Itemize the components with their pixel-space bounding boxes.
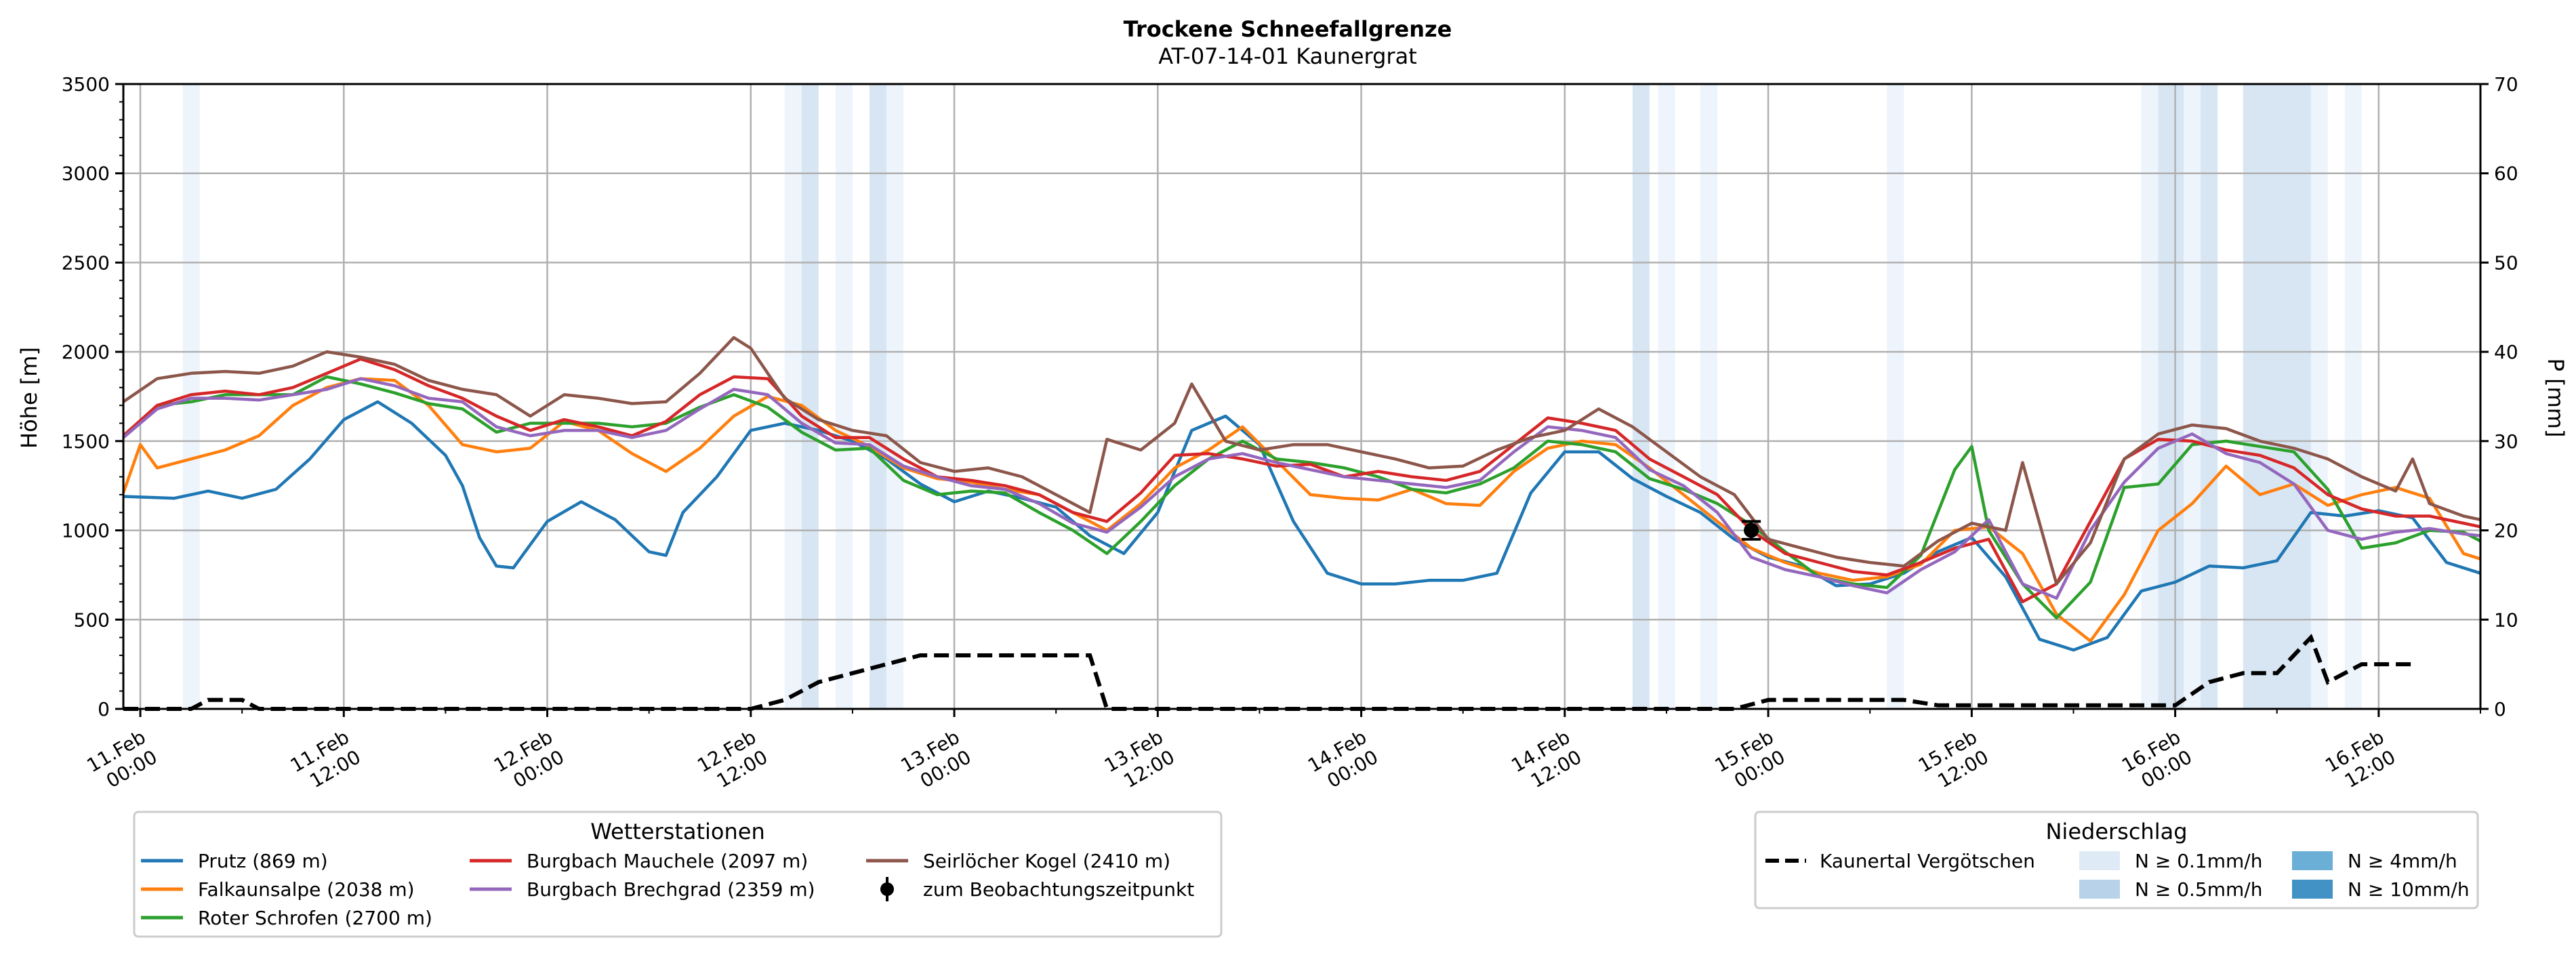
plot-frame [122,83,2482,710]
legend-precip-swatch [2292,880,2333,899]
stations-legend [133,811,1223,938]
legend-precip-label: N ≥ 10mm/h [2348,878,2470,901]
precip-band [1887,84,1904,709]
legend-label: Roter Schrofen (2700 m) [198,907,432,929]
series-line [122,335,2481,586]
legend-precip-label: N ≥ 0.5mm/h [2135,878,2262,901]
precip-band [2243,84,2311,709]
legend-precip-label: N ≥ 4mm/h [2348,850,2457,872]
y-right-tick-label: 40 [2494,341,2518,363]
kaunertal-precip-line [123,634,2413,711]
y-tick-label: 500 [74,609,110,631]
legend-kaunertal-label: Kaunertal Vergötschen [1820,850,2035,872]
precip-band [869,84,886,709]
legend-label: Seirlöcher Kogel (2410 m) [923,850,1170,872]
y-right-tick-label: 10 [2494,609,2518,631]
y-axis-label-right: P [mm] [2543,359,2569,438]
chart-subtitle: AT-07-14-01 Kaunergrat [1158,43,1416,69]
y-tick-label: 2000 [62,341,110,363]
precip-band [1632,84,1650,709]
y-right-tick-label: 20 [2494,520,2518,542]
y-right-tick-label: 70 [2494,73,2518,96]
y-tick-label: 3500 [62,73,110,96]
precip-band [835,84,853,709]
precip-band [2141,84,2159,709]
y-tick-label: 3000 [62,163,110,185]
series-line [122,375,2482,619]
y-right-tick-label: 60 [2494,163,2518,185]
y-right-tick-label: 50 [2494,251,2518,274]
y-axis-label: Höhe [m] [16,347,42,449]
precip-legend-title: Niederschlag [2045,819,2187,844]
precip-band [784,84,802,709]
legend-precip-swatch [2079,880,2120,899]
y-right-tick-label: 30 [2494,430,2518,453]
legend-obs-marker [880,882,894,896]
precip-band [2184,84,2201,709]
precip-band [2344,84,2362,709]
legend-obs-label: zum Beobachtungszeitpunkt [923,878,1194,901]
observation-marker [1744,523,1759,538]
series-line [123,400,2481,652]
legend-precip-label: N ≥ 0.1mm/h [2135,850,2262,872]
precip-band [1700,84,1718,709]
precip-band [2310,84,2328,709]
precip-band [1658,84,1675,709]
series-line [121,377,2481,643]
y-tick-label: 1000 [62,520,110,542]
legend-label: Falkaunsalpe (2038 m) [198,878,415,901]
legend-label: Burgbach Brechgrad (2359 m) [527,878,815,901]
y-tick-label: 2500 [62,251,110,274]
y-tick-label: 1500 [62,430,110,453]
legend-precip-swatch [2292,851,2333,870]
y-tick-label: 0 [98,698,110,720]
legend-label: Burgbach Mauchele (2097 m) [527,850,808,872]
precip-band [2201,84,2218,709]
legend-label: Prutz (869 m) [198,850,328,872]
chart-title: Trockene Schneefallgrenze [1124,16,1452,42]
precip-band [886,84,903,709]
series-line [122,357,2481,604]
precip-band [2158,84,2184,709]
y-right-tick-label: 0 [2494,698,2506,720]
precip-band [801,84,819,709]
legend-precip-swatch [2079,851,2120,870]
stations-legend-title: Wetterstationen [590,819,764,844]
